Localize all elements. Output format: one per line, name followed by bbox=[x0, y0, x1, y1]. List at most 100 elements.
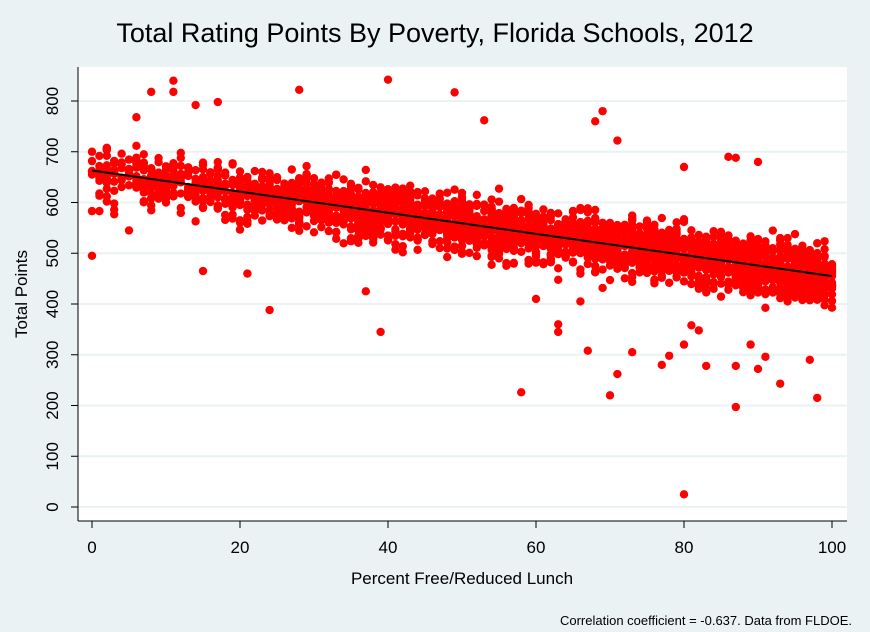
data-point bbox=[169, 166, 178, 175]
data-point bbox=[198, 266, 208, 276]
data-point bbox=[176, 189, 185, 198]
y-axis-label: Total Points bbox=[12, 250, 31, 338]
data-point bbox=[147, 189, 156, 198]
data-point bbox=[642, 252, 652, 262]
data-point bbox=[753, 157, 763, 167]
data-point bbox=[213, 204, 222, 213]
data-point bbox=[820, 237, 829, 246]
data-point bbox=[435, 243, 444, 253]
data-point bbox=[206, 177, 215, 186]
data-point bbox=[176, 203, 185, 213]
data-point bbox=[465, 234, 474, 244]
data-point bbox=[805, 355, 814, 365]
data-point bbox=[413, 245, 422, 255]
data-point bbox=[650, 226, 659, 236]
data-point bbox=[280, 186, 289, 196]
data-point bbox=[679, 215, 689, 224]
data-point bbox=[472, 251, 481, 261]
data-point bbox=[87, 156, 97, 166]
data-point bbox=[502, 258, 511, 268]
data-point bbox=[665, 230, 674, 239]
data-point bbox=[154, 153, 163, 163]
data-point bbox=[243, 269, 252, 278]
data-point bbox=[613, 136, 622, 145]
y-tick-label: 0 bbox=[43, 502, 62, 511]
data-point bbox=[213, 97, 222, 107]
data-point bbox=[139, 185, 148, 195]
data-point bbox=[332, 170, 341, 180]
data-point bbox=[391, 239, 400, 249]
data-point bbox=[657, 263, 666, 272]
data-point bbox=[398, 229, 407, 239]
data-point bbox=[124, 181, 134, 190]
data-point bbox=[383, 216, 393, 225]
data-point bbox=[679, 238, 689, 247]
data-point bbox=[287, 205, 296, 214]
data-point bbox=[487, 204, 496, 213]
data-point bbox=[391, 225, 400, 234]
data-point bbox=[694, 271, 703, 281]
data-point bbox=[110, 199, 119, 208]
data-point bbox=[398, 248, 407, 257]
data-point bbox=[761, 303, 770, 313]
data-point bbox=[309, 216, 319, 226]
data-point bbox=[428, 221, 437, 230]
data-point bbox=[428, 194, 437, 203]
data-point bbox=[554, 320, 563, 329]
data-point bbox=[258, 200, 267, 209]
data-point bbox=[509, 215, 518, 224]
data-point bbox=[702, 284, 711, 293]
data-point bbox=[191, 165, 200, 175]
data-point bbox=[191, 193, 200, 202]
data-point bbox=[480, 206, 489, 216]
data-point bbox=[450, 185, 459, 194]
data-point bbox=[354, 231, 363, 241]
data-point bbox=[635, 222, 644, 231]
data-point bbox=[813, 271, 822, 280]
data-point bbox=[95, 151, 104, 161]
data-point bbox=[354, 221, 363, 231]
data-point bbox=[598, 265, 607, 274]
data-point bbox=[605, 225, 615, 235]
data-point bbox=[139, 164, 148, 174]
data-point bbox=[657, 241, 666, 250]
data-point bbox=[642, 224, 652, 233]
data-point bbox=[383, 236, 393, 245]
data-point bbox=[657, 256, 666, 265]
data-point bbox=[228, 200, 237, 209]
data-point bbox=[568, 246, 578, 255]
data-point bbox=[265, 169, 274, 178]
data-point bbox=[554, 221, 563, 230]
data-point bbox=[87, 251, 97, 260]
data-point bbox=[731, 251, 740, 261]
data-point bbox=[746, 240, 755, 249]
data-point bbox=[776, 273, 785, 283]
data-point bbox=[672, 224, 681, 233]
data-point bbox=[583, 208, 592, 217]
data-point bbox=[716, 292, 726, 301]
data-point bbox=[450, 197, 459, 206]
data-point bbox=[502, 204, 511, 214]
data-point bbox=[635, 268, 644, 277]
data-point bbox=[87, 170, 97, 179]
data-point bbox=[687, 279, 696, 289]
data-point bbox=[376, 192, 385, 201]
data-point bbox=[790, 229, 800, 239]
data-point bbox=[605, 391, 615, 400]
data-point bbox=[465, 248, 474, 258]
data-point bbox=[317, 186, 326, 196]
data-point bbox=[827, 296, 837, 306]
data-point bbox=[213, 157, 222, 167]
data-point bbox=[827, 303, 837, 312]
x-axis-label: Percent Free/Reduced Lunch bbox=[351, 569, 573, 588]
data-point bbox=[613, 369, 622, 379]
data-point bbox=[450, 88, 459, 97]
data-point bbox=[679, 340, 689, 349]
data-point bbox=[561, 225, 570, 235]
data-point bbox=[413, 219, 422, 228]
x-tick-label: 0 bbox=[87, 538, 96, 557]
data-point bbox=[650, 220, 659, 230]
data-point bbox=[169, 159, 178, 168]
data-point bbox=[324, 207, 333, 216]
data-point bbox=[613, 264, 622, 274]
